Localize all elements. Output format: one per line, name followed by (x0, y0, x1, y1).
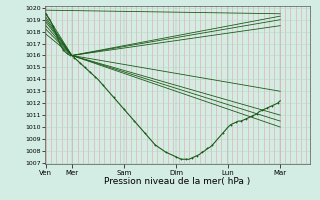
X-axis label: Pression niveau de la mer( hPa ): Pression niveau de la mer( hPa ) (104, 177, 251, 186)
